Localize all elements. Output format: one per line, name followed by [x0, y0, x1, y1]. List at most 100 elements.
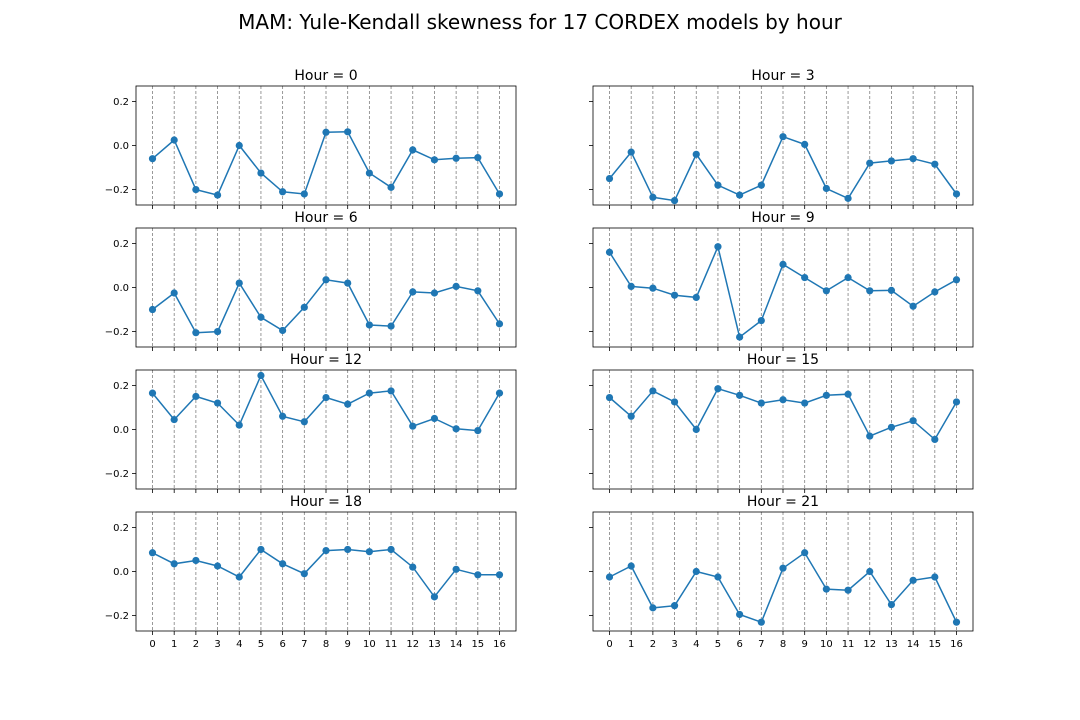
data-point — [344, 400, 352, 408]
data-point — [365, 389, 373, 397]
data-point — [844, 586, 852, 594]
data-point — [257, 169, 265, 177]
axes-frame — [592, 227, 974, 348]
data-point — [495, 571, 504, 579]
data-point — [736, 333, 744, 341]
data-point — [692, 567, 700, 576]
subplot-0: Hour = 0 −0.2 0.0 0.2 — [105, 68, 517, 209]
data-point — [495, 190, 504, 198]
x-tick-label: 0 — [606, 639, 612, 650]
subplot-5: Hour = 15 — [589, 352, 974, 493]
data-point — [757, 181, 765, 189]
data-point — [387, 183, 395, 191]
data-point — [300, 303, 308, 311]
x-tick-label: 7 — [758, 639, 764, 650]
data-point — [931, 435, 939, 444]
data-point — [213, 191, 222, 199]
x-tick-label: 8 — [780, 639, 786, 650]
data-point — [474, 154, 482, 162]
data-point — [670, 398, 679, 406]
data-point — [344, 279, 352, 287]
data-point — [322, 128, 330, 136]
x-tick-label: 12 — [863, 639, 876, 650]
y-tick-label: 0.2 — [113, 523, 129, 534]
data-point — [801, 399, 809, 407]
data-point — [452, 282, 460, 290]
data-point — [365, 548, 373, 556]
data-point — [627, 412, 635, 420]
data-point — [670, 196, 679, 205]
subplot-title: Hour = 9 — [751, 210, 814, 226]
subplot-6: Hour = 180 1 2 3 4 5 6 7 8 9 10 11 12 13 14 15 16−0.20.0… — [105, 494, 517, 650]
x-tick-label: 3 — [214, 639, 220, 650]
data-point — [822, 184, 830, 193]
axes-frame — [135, 227, 517, 348]
x-tick-label: 0 — [149, 639, 155, 650]
data-point — [627, 148, 635, 156]
data-point — [409, 146, 417, 154]
data-point — [387, 545, 395, 554]
data-point — [931, 288, 939, 296]
x-tick-label: 12 — [406, 639, 419, 650]
data-point — [605, 174, 614, 183]
subplot-4: Hour = 12 −0.2 0.0 0.2 — [105, 352, 517, 493]
subplot-7: Hour = 210 1 2 3 4 5 6 7 8 9 10 11 12 13 14 15 16 — [589, 494, 974, 650]
data-point — [257, 545, 265, 554]
axes-frame — [135, 369, 517, 490]
x-tick-label: 1 — [628, 639, 634, 650]
x-tick-label: 2 — [650, 639, 656, 650]
data-point — [213, 327, 222, 336]
data-point — [952, 618, 961, 626]
data-point — [300, 190, 308, 198]
x-tick-label: 9 — [345, 639, 351, 650]
x-tick-label: 6 — [736, 639, 742, 650]
data-point — [192, 329, 200, 337]
data-point — [844, 194, 852, 202]
subplot-title: Hour = 12 — [290, 352, 362, 368]
data-point — [495, 320, 504, 328]
data-point — [430, 593, 439, 601]
data-point — [213, 399, 222, 407]
data-point — [909, 155, 917, 163]
data-point — [192, 556, 200, 565]
data-point — [279, 188, 287, 196]
data-point — [344, 545, 352, 554]
subplot-title: Hour = 0 — [294, 68, 357, 84]
x-tick-label: 9 — [802, 639, 808, 650]
data-point — [387, 387, 395, 395]
y-tick-label: 0.0 — [113, 283, 129, 294]
data-point — [670, 291, 679, 299]
data-point — [692, 425, 700, 434]
x-tick-label: 16 — [950, 639, 963, 650]
data-point — [822, 585, 830, 593]
data-point — [909, 302, 917, 310]
subplot-grid: Hour = 0 −0.2 0.0 0.2 Hour = 3 Hour = 6 −0.2 0.… — [105, 68, 974, 650]
data-point — [931, 160, 939, 168]
data-point — [452, 154, 460, 162]
data-point — [866, 567, 874, 576]
y-tick-label: 0.0 — [113, 567, 129, 578]
data-point — [430, 414, 439, 423]
data-point — [235, 573, 243, 581]
x-tick-label: 8 — [323, 639, 329, 650]
data-point — [887, 286, 896, 294]
data-point — [430, 289, 439, 297]
data-point — [909, 576, 917, 584]
data-point — [148, 389, 157, 397]
data-point — [279, 326, 287, 335]
subplot-2: Hour = 6 −0.2 0.0 0.2 — [105, 210, 517, 351]
data-point — [649, 604, 657, 612]
axes-frame — [135, 511, 517, 632]
subplot-title: Hour = 18 — [290, 494, 362, 510]
data-point — [779, 564, 787, 572]
data-point — [257, 371, 265, 380]
data-point — [714, 573, 722, 581]
x-tick-label: 10 — [363, 639, 376, 650]
x-tick-label: 1 — [171, 639, 177, 650]
data-point — [148, 549, 157, 557]
data-point — [387, 322, 395, 330]
y-tick-label: 0.2 — [113, 381, 129, 392]
x-tick-label: 4 — [236, 639, 242, 650]
x-tick-label: 10 — [820, 639, 833, 650]
